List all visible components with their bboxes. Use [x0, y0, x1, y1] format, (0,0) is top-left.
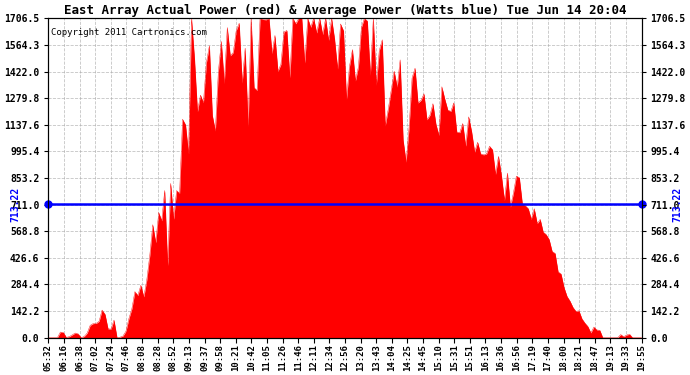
Title: East Array Actual Power (red) & Average Power (Watts blue) Tue Jun 14 20:04: East Array Actual Power (red) & Average … — [63, 4, 627, 17]
Text: 713.22: 713.22 — [11, 187, 21, 222]
Text: Copyright 2011 Cartronics.com: Copyright 2011 Cartronics.com — [52, 28, 207, 37]
Text: 713.22: 713.22 — [672, 187, 682, 222]
